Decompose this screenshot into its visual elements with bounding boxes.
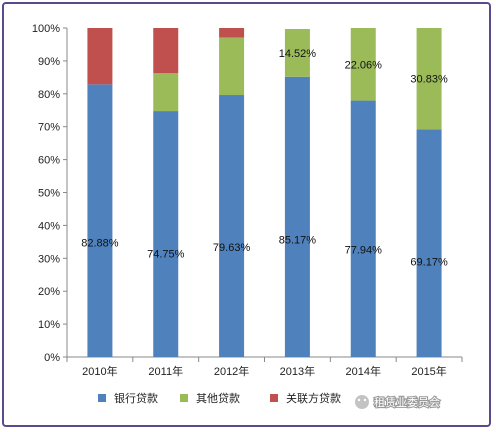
bar-related-party-loan xyxy=(87,28,113,85)
watermark: 租赁业委员会 xyxy=(355,394,441,410)
watermark-text: 租赁业委员会 xyxy=(374,395,440,409)
x-tick-label: 2014年 xyxy=(346,364,381,378)
bar-related-party-loan xyxy=(153,28,179,74)
legend-swatch xyxy=(98,394,106,402)
x-tick-label: 2013年 xyxy=(280,364,315,378)
wechat-icon-eye xyxy=(357,398,361,402)
x-tick-label: 2015年 xyxy=(411,364,446,378)
bar-bank-loan xyxy=(350,100,376,358)
y-tick-label: 60% xyxy=(38,155,60,167)
y-tick-label: 70% xyxy=(38,122,60,134)
bar-other-loan xyxy=(284,29,310,77)
y-tick-label: 50% xyxy=(38,188,60,200)
data-label: 79.63% xyxy=(213,242,251,254)
chart-frame xyxy=(2,2,491,427)
bar-other-loan xyxy=(219,37,245,96)
x-tick-label: 2012年 xyxy=(214,364,249,378)
wechat-icon xyxy=(355,395,369,409)
data-label: 74.75% xyxy=(147,249,185,261)
bar-bank-loan xyxy=(284,76,310,357)
legend-label: 其他贷款 xyxy=(196,391,240,405)
legend-label: 关联方贷款 xyxy=(286,391,341,405)
y-tick-label: 10% xyxy=(38,319,60,331)
y-tick-label: 20% xyxy=(38,286,60,298)
data-label: 22.06% xyxy=(345,59,383,71)
legend-swatch xyxy=(180,394,188,402)
y-tick-label: 30% xyxy=(38,253,60,265)
x-tick-label: 2011年 xyxy=(148,364,183,378)
bar-bank-loan xyxy=(87,84,113,357)
bar-other-loan xyxy=(153,73,179,112)
legend-label: 银行贷款 xyxy=(114,391,158,405)
data-label: 82.88% xyxy=(81,237,119,249)
data-label: 14.52% xyxy=(279,48,317,60)
bar-bank-loan xyxy=(219,95,245,357)
y-tick-label: 40% xyxy=(38,220,60,232)
data-label: 69.17% xyxy=(410,256,448,268)
x-tick-label: 2010年 xyxy=(82,364,117,378)
data-label: 77.94% xyxy=(345,244,383,256)
data-label: 30.83% xyxy=(410,74,448,86)
y-tick-label: 100% xyxy=(32,23,60,35)
bar-related-party-loan xyxy=(219,28,245,38)
y-tick-label: 90% xyxy=(38,56,60,68)
data-label: 85.17% xyxy=(279,234,317,246)
y-tick-label: 80% xyxy=(38,89,60,101)
legend-swatch xyxy=(270,394,278,402)
bar-bank-loan xyxy=(416,129,442,357)
y-tick-label: 0% xyxy=(44,352,60,364)
bar-other-loan xyxy=(350,28,376,101)
bar-other-loan xyxy=(416,28,442,130)
bar-bank-loan xyxy=(153,111,179,357)
wechat-icon-eye xyxy=(363,398,367,402)
